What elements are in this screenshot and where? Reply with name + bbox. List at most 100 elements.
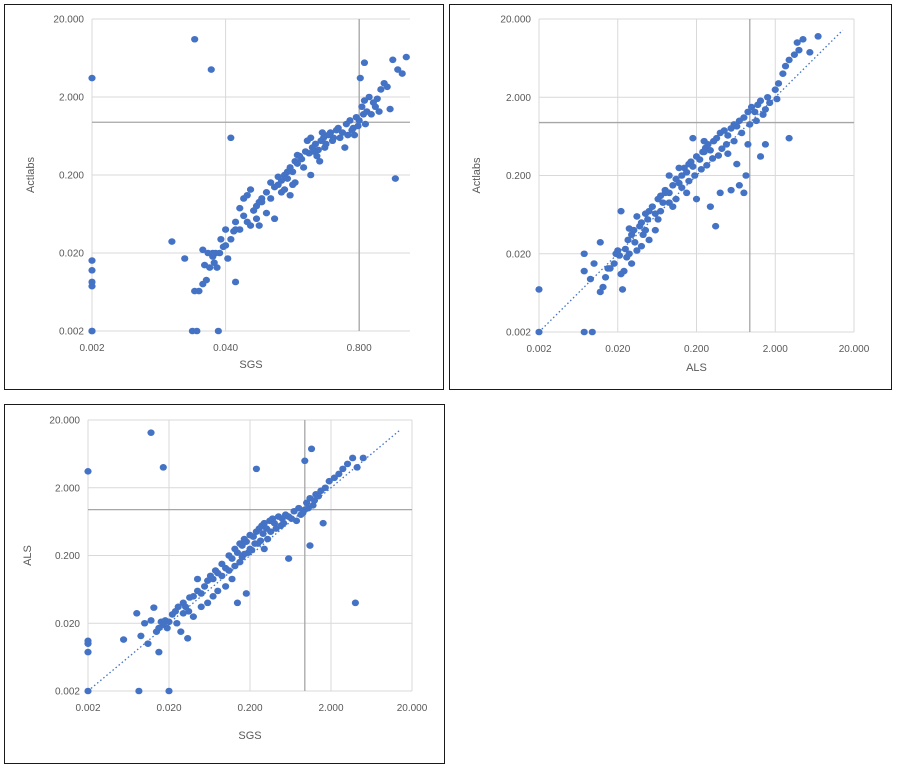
trendline bbox=[87, 429, 401, 692]
scatter-point bbox=[683, 189, 691, 197]
scatter-point bbox=[621, 245, 629, 253]
scatter-point bbox=[697, 166, 705, 173]
y-tick-label: 0.200 bbox=[55, 551, 80, 562]
scatter-point bbox=[181, 255, 189, 262]
scatter-chart-sgs-vs-actlabs: 0.002 0.020 0.200 2.000 20.000 0.002 0.040 0.80… bbox=[25, 15, 410, 371]
trendline bbox=[538, 29, 844, 333]
scatter-point bbox=[651, 226, 659, 234]
x-axis-label: ALS bbox=[686, 362, 707, 374]
scatter-point bbox=[703, 162, 711, 169]
scatter-point bbox=[292, 517, 301, 525]
scatter-point bbox=[590, 260, 598, 267]
scatter-point bbox=[596, 288, 604, 296]
scatter-point bbox=[601, 274, 610, 281]
scatter-point bbox=[264, 535, 272, 543]
x-tick-label: 0.040 bbox=[213, 343, 238, 354]
scatter-point bbox=[88, 267, 96, 274]
y-tick-label: 2.000 bbox=[506, 93, 531, 104]
scatter-point bbox=[326, 129, 335, 136]
scatter-point bbox=[617, 207, 625, 215]
scatter-point bbox=[349, 454, 357, 462]
x-tick-label: 0.020 bbox=[156, 703, 181, 714]
x-tick-label: 0.200 bbox=[237, 703, 262, 714]
scatter-point bbox=[785, 134, 793, 142]
scatter-point bbox=[231, 218, 240, 226]
scatter-point bbox=[246, 186, 255, 193]
y-tick-label: 0.020 bbox=[55, 619, 80, 630]
scatter-point bbox=[195, 287, 203, 295]
scatter-point bbox=[295, 504, 303, 512]
scatter-point bbox=[744, 108, 752, 116]
scatter-point bbox=[656, 207, 665, 215]
scatter-point bbox=[225, 567, 233, 574]
scatter-point bbox=[377, 86, 385, 93]
scatter-point bbox=[293, 160, 301, 167]
scatter-point bbox=[720, 127, 728, 134]
scatter-point bbox=[222, 583, 230, 590]
scatter-point bbox=[713, 134, 721, 142]
y-tick-label: 0.200 bbox=[506, 171, 531, 182]
scatter-point bbox=[338, 129, 347, 136]
scatter-point bbox=[610, 260, 618, 267]
scatter-point bbox=[700, 137, 708, 145]
scatter-point bbox=[735, 181, 743, 189]
scatter-point bbox=[630, 226, 638, 234]
chart-panel-als-vs-actlabs: 0.002 0.020 0.200 2.000 20.000 0.002 0.020 0.20… bbox=[449, 4, 892, 390]
scatter-point bbox=[285, 555, 293, 562]
scatter-point bbox=[246, 545, 254, 553]
scatter-point bbox=[221, 226, 230, 233]
scatter-point bbox=[200, 583, 209, 590]
scatter-point bbox=[144, 640, 152, 647]
scatter-point bbox=[371, 103, 379, 111]
scatter-point bbox=[752, 117, 760, 125]
scatter-point bbox=[367, 111, 375, 118]
scatter-point bbox=[335, 470, 343, 478]
scatter-point bbox=[350, 131, 359, 139]
scatter-point bbox=[733, 160, 741, 168]
scatter-point bbox=[242, 538, 250, 545]
scatter-point bbox=[252, 215, 261, 223]
scatter-point bbox=[617, 270, 625, 278]
scatter-point bbox=[207, 66, 215, 73]
scatter-point bbox=[696, 156, 704, 163]
scatter-point bbox=[260, 519, 268, 527]
scatter-point bbox=[614, 247, 622, 254]
scatter-point bbox=[361, 120, 370, 128]
scatter-point bbox=[155, 648, 163, 656]
scatter-point bbox=[185, 608, 193, 615]
scatter-point bbox=[202, 276, 210, 284]
scatter-point bbox=[314, 492, 323, 500]
y-tick-label: 20.000 bbox=[500, 15, 531, 26]
y-tick-label: 0.002 bbox=[506, 328, 531, 339]
scatter-point bbox=[307, 134, 315, 142]
scatter-point bbox=[210, 259, 218, 267]
scatter-point bbox=[665, 199, 673, 206]
scatter-point bbox=[756, 97, 765, 105]
scatter-point bbox=[766, 99, 774, 107]
scatter-point bbox=[683, 168, 691, 176]
scatter-point bbox=[580, 250, 588, 258]
scatter-point bbox=[321, 144, 329, 151]
y-tick-label: 0.200 bbox=[59, 171, 84, 182]
scatter-point bbox=[654, 216, 662, 223]
scatter-point bbox=[249, 533, 257, 540]
scatter-point bbox=[764, 93, 772, 101]
scatter-point bbox=[339, 465, 347, 473]
scatter-point bbox=[141, 619, 149, 627]
scatter-point bbox=[730, 137, 738, 145]
scatter-point bbox=[618, 286, 627, 293]
scatter-point bbox=[133, 610, 141, 617]
scatter-point bbox=[672, 195, 680, 203]
scatter-point bbox=[84, 467, 92, 475]
scatter-point bbox=[283, 168, 292, 176]
scatter-point bbox=[304, 504, 312, 512]
scatter-point bbox=[344, 131, 352, 139]
scatter-point bbox=[189, 592, 197, 600]
scatter-point bbox=[240, 212, 248, 220]
scatter-point bbox=[231, 278, 240, 286]
y-tick-label: 20.000 bbox=[53, 15, 84, 26]
scatter-point bbox=[761, 141, 770, 148]
scatter-point bbox=[336, 134, 344, 142]
scatter-point bbox=[270, 215, 279, 223]
scatter-point bbox=[228, 575, 236, 583]
